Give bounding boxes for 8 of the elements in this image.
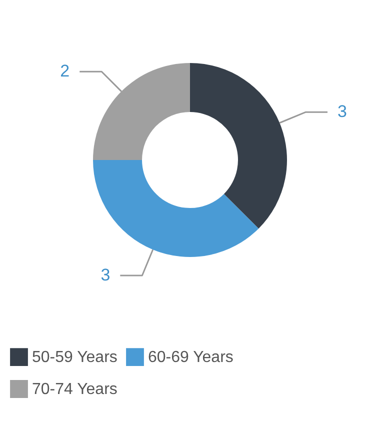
legend-label: 60-69 Years	[148, 349, 234, 366]
donut-slice	[190, 63, 287, 229]
legend-label: 50-59 Years	[32, 349, 118, 366]
legend-label: 70-74 Years	[32, 381, 118, 398]
data-label: 3	[100, 265, 110, 284]
data-label: 2	[60, 62, 70, 81]
data-label: 3	[337, 102, 347, 122]
donut-slice	[93, 160, 259, 257]
